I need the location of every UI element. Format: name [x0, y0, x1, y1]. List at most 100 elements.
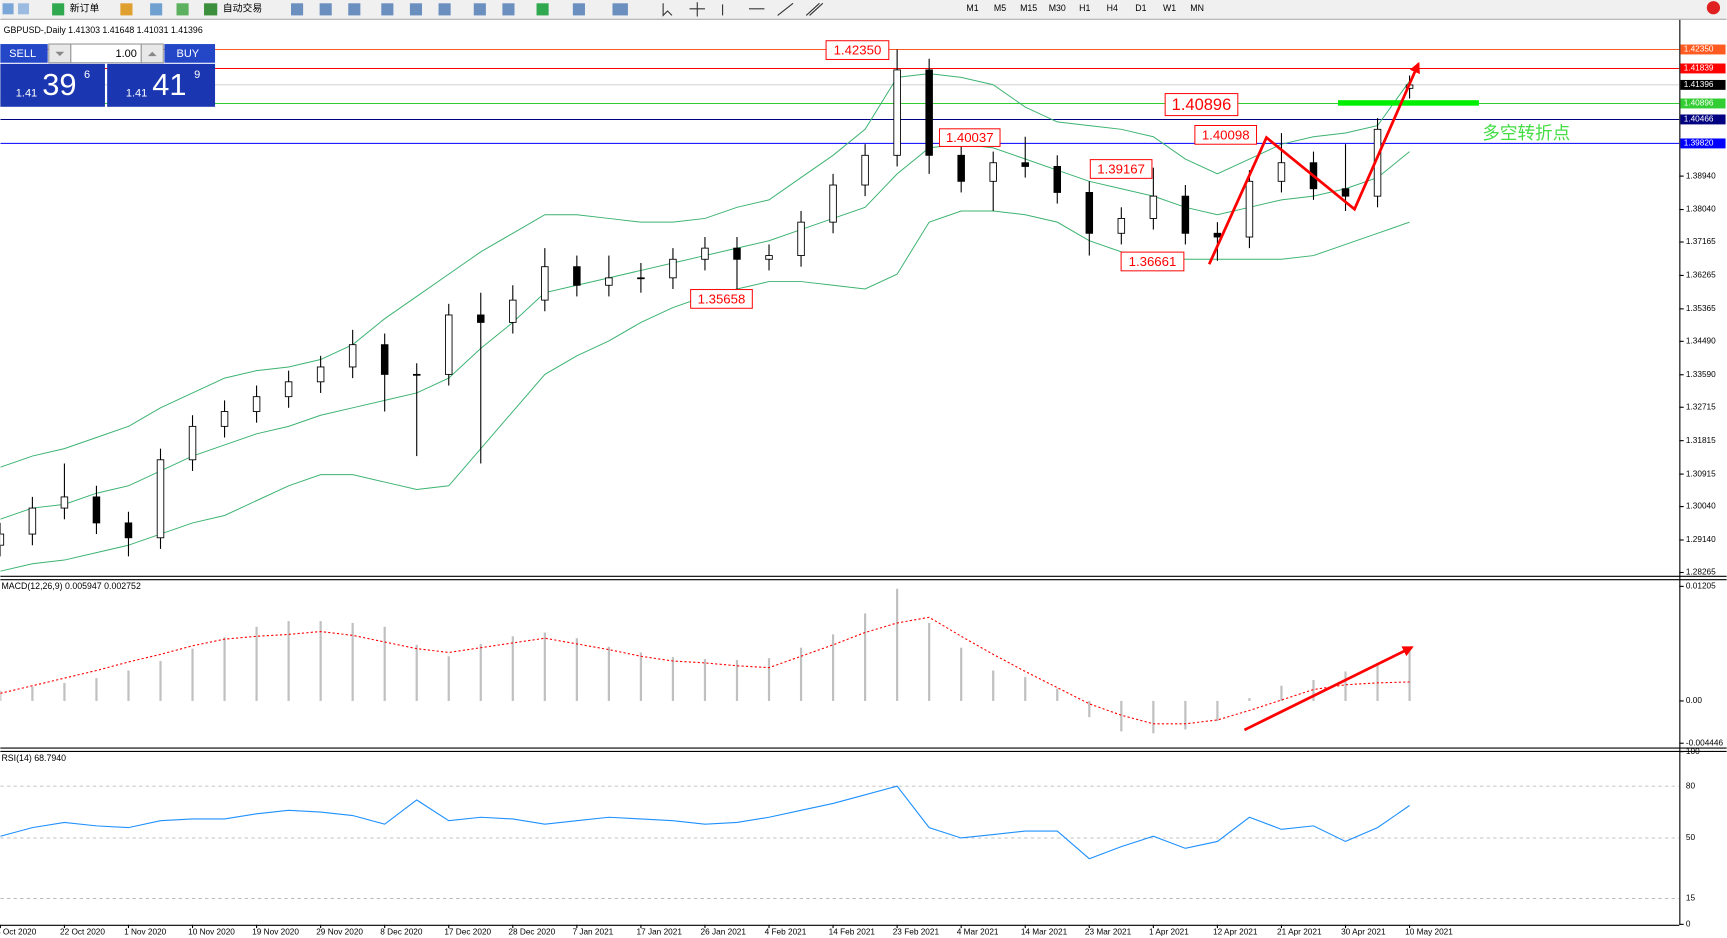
macd-bar [0, 690, 2, 701]
buy-button[interactable] [164, 44, 216, 63]
candle-body [445, 314, 453, 375]
sell-big-figure[interactable]: 1.41 [16, 87, 37, 99]
buy-fraction[interactable]: 9 [194, 69, 200, 81]
toolbar-icon[interactable] [473, 3, 486, 16]
timeframe-button[interactable]: M1 [966, 3, 978, 13]
cursor-tool[interactable] [662, 3, 673, 17]
candle-body [509, 299, 517, 323]
price-annotation-box [1089, 159, 1153, 179]
level-badge [1680, 114, 1726, 125]
toolbar-icon[interactable] [120, 3, 133, 16]
buy-label[interactable]: BUY [177, 48, 200, 60]
macd-bar [1056, 688, 1059, 701]
candle-body [156, 459, 165, 539]
candle-body [733, 247, 741, 260]
timeframe-button[interactable]: MN [1190, 3, 1204, 13]
candle-body [765, 255, 773, 260]
candle-body [284, 381, 293, 398]
buy-pips[interactable]: 41 [152, 67, 186, 102]
sell-pips[interactable]: 39 [42, 67, 76, 102]
y-tick-label: 0.01205 [1686, 582, 1716, 591]
buy-big-figure[interactable]: 1.41 [126, 87, 147, 99]
x-tick-label: 22 Oct 2020 [60, 928, 105, 937]
macd-bar [191, 648, 194, 701]
y-tick-label: 1.38040 [1686, 205, 1716, 214]
toolbar-icon[interactable] [409, 3, 423, 16]
channel-tool[interactable] [805, 2, 824, 16]
x-tick-label: 23 Mar 2021 [1085, 928, 1132, 937]
y-tick-label: 15 [1686, 894, 1696, 903]
macd-bar [1344, 671, 1347, 701]
timeframe-button[interactable]: W1 [1163, 3, 1176, 13]
sell-button[interactable] [0, 44, 48, 63]
trend-arrow [1207, 61, 1420, 265]
y-tick-label: 80 [1686, 781, 1696, 790]
macd-bar [447, 656, 450, 701]
buy-price-box[interactable] [107, 63, 216, 107]
toolbar-icon[interactable] [572, 3, 585, 16]
new-order-button[interactable]: 新订单 [70, 1, 100, 14]
candle-body [1053, 166, 1062, 193]
macd-bar [1120, 700, 1123, 732]
level-label: 1.40466 [1684, 115, 1714, 124]
timeframe-button[interactable]: H1 [1079, 3, 1090, 13]
timeframe-button[interactable]: M5 [994, 3, 1006, 13]
crosshair-tool[interactable] [689, 2, 705, 17]
toolbar-icon[interactable] [536, 3, 549, 16]
macd-bar [543, 632, 546, 701]
candle-body [252, 396, 261, 412]
toolbar-icon[interactable] [438, 3, 451, 16]
macd-bar [319, 621, 322, 701]
candle-body [1181, 195, 1190, 234]
toolbar-icon[interactable] [381, 3, 394, 16]
level-badge [1680, 63, 1726, 74]
x-tick-label: 29 Nov 2020 [316, 928, 363, 937]
rsi-title: RSI(14) 68.7940 [1, 753, 66, 763]
toolbar-icon[interactable] [319, 3, 332, 16]
notification-badge[interactable] [1706, 1, 1721, 15]
price-annotation: 1.39167 [1097, 162, 1145, 177]
x-tick-label: 30 Apr 2021 [1341, 928, 1386, 937]
macd-bar [31, 686, 34, 701]
auto-trading-icon[interactable] [204, 3, 218, 16]
macd-trend-arrow [1243, 646, 1414, 732]
macd-bar [223, 637, 226, 701]
x-tick-label: 8 Dec 2020 [380, 928, 423, 937]
timeframe-button[interactable]: H4 [1107, 3, 1118, 13]
new-order-icon[interactable] [52, 3, 65, 16]
macd-bar [992, 670, 995, 701]
candle-body [1021, 162, 1029, 167]
toolbar-icon[interactable] [2, 3, 14, 15]
price-annotation-box [690, 289, 753, 309]
price-annotation-box [938, 128, 1001, 147]
candle-body [573, 266, 581, 286]
toolbar-icon[interactable] [291, 3, 304, 16]
trendline-tool[interactable] [777, 2, 794, 16]
toolbar-icon[interactable] [502, 3, 515, 16]
toolbar-icon[interactable] [176, 3, 189, 16]
x-tick-label: 1 Apr 2021 [1149, 928, 1189, 937]
sell-fraction[interactable]: 6 [84, 69, 90, 81]
x-tick-label: 28 Dec 2020 [508, 928, 555, 937]
y-tick-label: 1.36265 [1686, 271, 1716, 280]
macd-bar [607, 646, 610, 701]
toolbar-icon[interactable] [348, 3, 361, 16]
macd-bar [63, 682, 66, 701]
timeframe-button[interactable]: M30 [1049, 3, 1066, 13]
timeframe-button[interactable]: M15 [1020, 3, 1037, 13]
sell-label[interactable]: SELL [9, 48, 36, 60]
candle-body [797, 221, 805, 257]
volume-value[interactable]: 1.00 [115, 48, 136, 60]
toolbar-icon[interactable] [150, 3, 163, 16]
y-tick-label: 1.28265 [1686, 568, 1716, 577]
sell-price-box[interactable] [0, 63, 105, 107]
toolbar-icon[interactable] [17, 3, 29, 15]
x-tick-label: 4 Feb 2021 [765, 928, 807, 937]
timeframe-button[interactable]: D1 [1135, 3, 1146, 13]
auto-trading-button[interactable]: 自动交易 [223, 1, 263, 14]
x-tick-label: 10 May 2021 [1405, 928, 1453, 937]
y-tick-label: 1.29140 [1686, 535, 1716, 544]
toolbar-icon[interactable] [612, 3, 628, 16]
level-label: 1.39820 [1684, 139, 1714, 148]
